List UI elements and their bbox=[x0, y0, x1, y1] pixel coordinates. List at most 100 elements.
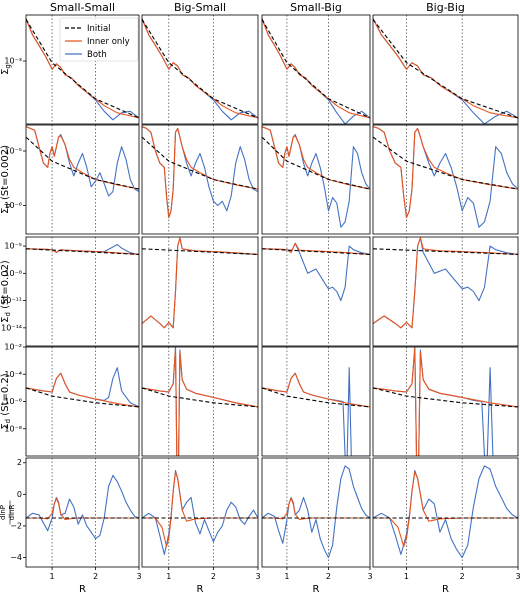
panel-frame bbox=[261, 457, 371, 568]
x-axis-label: R bbox=[313, 584, 320, 595]
y-tick-label: 2 bbox=[17, 458, 22, 467]
x-tick-label: 1 bbox=[284, 572, 289, 581]
x-tick-label: 1 bbox=[50, 572, 55, 581]
column-title-big-big: Big-Big bbox=[426, 1, 465, 14]
y-axis-label: Σg bbox=[0, 64, 12, 75]
legend-box bbox=[59, 17, 139, 62]
panel-frame bbox=[372, 346, 519, 457]
y-label-rest: (St=0.002) bbox=[0, 145, 11, 203]
series-line-both bbox=[262, 18, 370, 124]
x-axis-label: R bbox=[197, 584, 204, 595]
series-line-initial bbox=[142, 387, 258, 408]
y-label-sub: d bbox=[4, 419, 12, 423]
series-line-initial bbox=[26, 248, 139, 255]
y-tick-label: 10⁻³ bbox=[4, 57, 22, 66]
series-line-inner-only bbox=[262, 126, 370, 190]
y-label-main: Σ bbox=[0, 317, 11, 323]
series-group bbox=[373, 126, 518, 228]
y-tick-label: 10⁻⁶ bbox=[4, 201, 22, 210]
y-tick-label: 10⁻² bbox=[4, 343, 22, 352]
y-label-sub: d bbox=[4, 203, 12, 207]
panel-small-big-row4 bbox=[261, 346, 371, 457]
panel-frame bbox=[372, 457, 519, 568]
series-group bbox=[142, 18, 258, 121]
series-line-initial bbox=[142, 136, 258, 190]
x-tick-label: 3 bbox=[515, 572, 520, 581]
legend-label: Both bbox=[87, 50, 107, 60]
series-line-inner-only bbox=[373, 347, 518, 456]
series-line-inner-only bbox=[262, 242, 370, 255]
panel-small-big-row2 bbox=[261, 124, 371, 235]
legend-label: Initial bbox=[87, 24, 111, 34]
panel-frame bbox=[25, 236, 140, 347]
y-axis-label: dlnPdlnR bbox=[0, 505, 16, 521]
y-tick-label: 10⁻¹⁴ bbox=[1, 323, 22, 332]
series-line-initial bbox=[373, 248, 518, 255]
series-line-inner-only bbox=[142, 347, 258, 456]
panel-small-big-row1 bbox=[261, 14, 371, 125]
panel-big-small-row5: 1 2 3 R bbox=[141, 457, 261, 595]
series-line-both bbox=[142, 470, 258, 555]
series-line-inner-only bbox=[26, 372, 139, 408]
panel-small-small-row3: 10⁻⁵ 10⁻⁸ 10⁻¹¹ 10⁻¹⁴ bbox=[1, 236, 140, 347]
x-axis-label: R bbox=[442, 584, 449, 595]
panel-small-big-row5: 1 2 3 R bbox=[261, 457, 373, 595]
x-tick-label: 1 bbox=[166, 572, 171, 581]
series-group bbox=[262, 367, 370, 456]
panel-frame bbox=[25, 124, 140, 235]
panel-big-small-row4 bbox=[141, 346, 259, 457]
column-title-small-big: Small-Big bbox=[290, 1, 342, 14]
y-axis-label: Σd (St=0.2) bbox=[0, 373, 12, 429]
series-line-inner-only bbox=[142, 237, 258, 329]
y-tick-label: 10⁻⁵ bbox=[4, 147, 22, 156]
series-group bbox=[142, 126, 258, 219]
series-line-inner-only bbox=[262, 18, 370, 119]
series-line-initial bbox=[262, 136, 370, 190]
y-label-rest: (St=0.2) bbox=[0, 373, 11, 419]
x-tick-label: 3 bbox=[255, 572, 260, 581]
series-line-both bbox=[373, 465, 518, 559]
panel-small-small-row2: 10⁻⁵ 10⁻⁶ bbox=[4, 124, 140, 235]
panel-frame bbox=[141, 236, 259, 347]
panel-frame bbox=[261, 346, 371, 457]
series-line-initial bbox=[373, 19, 518, 119]
legend-label: Inner only bbox=[87, 37, 130, 47]
panel-big-small-row3 bbox=[141, 236, 259, 347]
series-line-initial bbox=[26, 19, 139, 119]
y-label-denominator: dlnR bbox=[8, 505, 16, 521]
series-line-both bbox=[262, 465, 370, 559]
series-line-both bbox=[373, 18, 518, 124]
series-line-inner-only bbox=[262, 372, 370, 408]
series-group bbox=[373, 18, 518, 124]
y-tick-label: 10⁻⁵ bbox=[4, 242, 22, 251]
series-line-both bbox=[373, 126, 518, 228]
series-group bbox=[262, 18, 370, 124]
y-label-rest: (St=0.02) bbox=[0, 260, 11, 312]
y-tick-label: 10⁻⁴ bbox=[4, 370, 22, 379]
series-line-initial bbox=[26, 387, 139, 408]
y-label-numerator: dlnP bbox=[0, 505, 7, 520]
panel-big-big-row2 bbox=[372, 124, 519, 235]
panel-frame bbox=[25, 346, 140, 457]
series-group bbox=[26, 367, 139, 408]
series-group bbox=[373, 237, 518, 329]
series-line-both bbox=[262, 126, 370, 228]
x-tick-label: 2 bbox=[211, 572, 216, 581]
series-line-inner-only bbox=[142, 126, 258, 219]
y-tick-label: 10⁻¹¹ bbox=[1, 296, 22, 305]
x-axis-label: R bbox=[79, 584, 86, 595]
series-line-inner-only bbox=[373, 18, 518, 119]
y-label-sub: d bbox=[4, 312, 12, 316]
series-line-inner-only bbox=[142, 18, 258, 119]
x-tick-label: 1 bbox=[404, 572, 409, 581]
series-group bbox=[262, 242, 370, 302]
series-line-initial bbox=[373, 387, 518, 408]
series-line-inner-only bbox=[373, 237, 518, 329]
column-title-big-small: Big-Small bbox=[174, 1, 226, 14]
panel-frame bbox=[141, 14, 259, 125]
series-line-both bbox=[142, 347, 258, 456]
series-line-both bbox=[373, 347, 518, 456]
series-group bbox=[262, 465, 370, 559]
y-axis-label: Σd (St=0.02) bbox=[0, 260, 12, 323]
